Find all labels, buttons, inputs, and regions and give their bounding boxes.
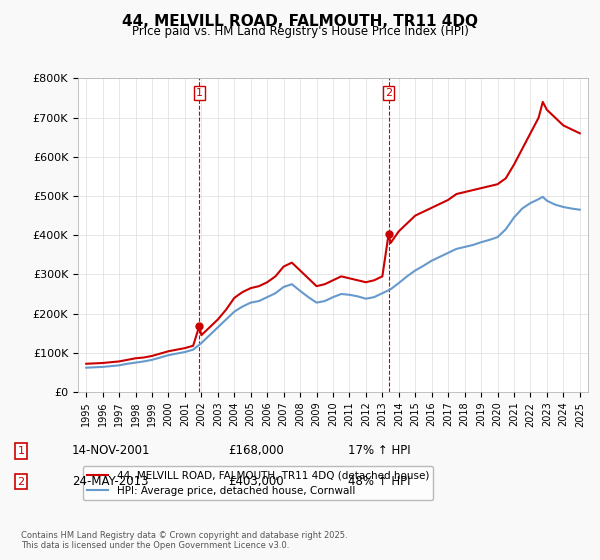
- Text: £168,000: £168,000: [228, 444, 284, 458]
- Text: 24-MAY-2013: 24-MAY-2013: [72, 475, 149, 488]
- Text: £403,000: £403,000: [228, 475, 284, 488]
- Text: 14-NOV-2001: 14-NOV-2001: [72, 444, 151, 458]
- Legend: 44, MELVILL ROAD, FALMOUTH, TR11 4DQ (detached house), HPI: Average price, detac: 44, MELVILL ROAD, FALMOUTH, TR11 4DQ (de…: [83, 466, 433, 500]
- Text: 48% ↑ HPI: 48% ↑ HPI: [348, 475, 410, 488]
- Text: 44, MELVILL ROAD, FALMOUTH, TR11 4DQ: 44, MELVILL ROAD, FALMOUTH, TR11 4DQ: [122, 14, 478, 29]
- Text: 1: 1: [196, 88, 203, 98]
- Text: Price paid vs. HM Land Registry's House Price Index (HPI): Price paid vs. HM Land Registry's House …: [131, 25, 469, 38]
- Text: 2: 2: [17, 477, 25, 487]
- Text: 1: 1: [17, 446, 25, 456]
- Text: 2: 2: [385, 88, 392, 98]
- Text: Contains HM Land Registry data © Crown copyright and database right 2025.
This d: Contains HM Land Registry data © Crown c…: [21, 530, 347, 550]
- Text: 17% ↑ HPI: 17% ↑ HPI: [348, 444, 410, 458]
